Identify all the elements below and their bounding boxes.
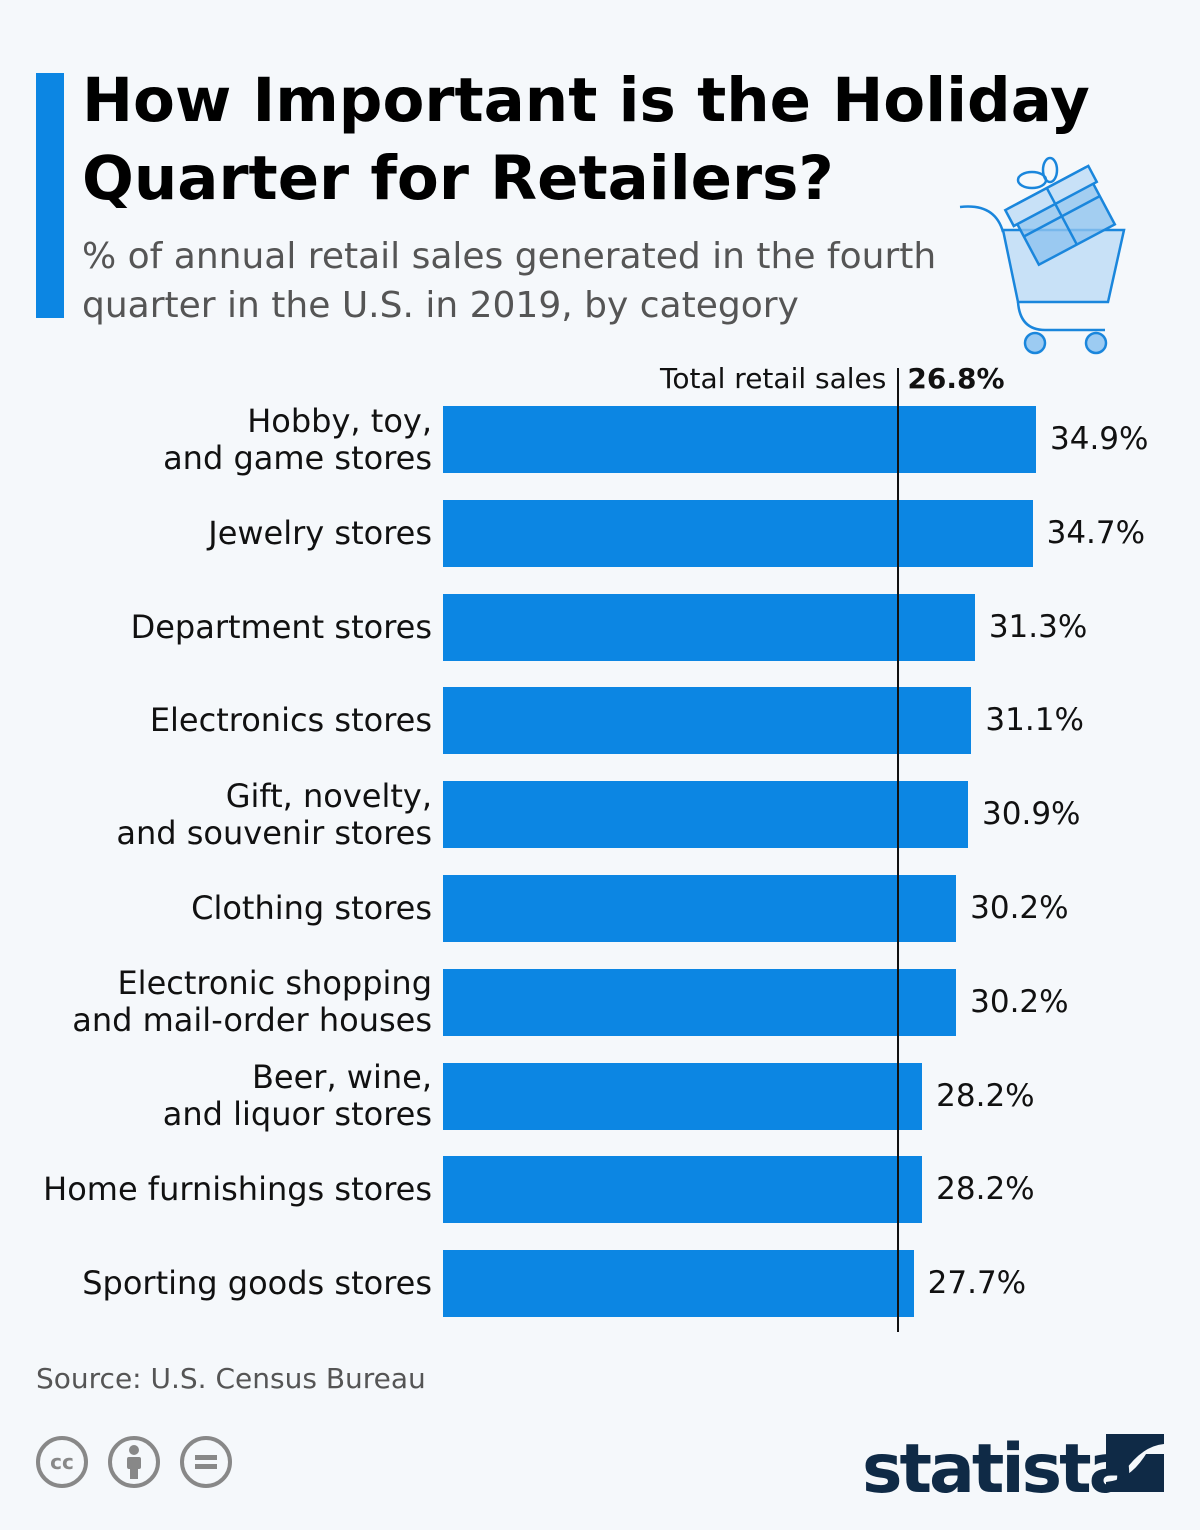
bar <box>443 687 972 755</box>
bar <box>443 499 1033 567</box>
reference-line <box>897 368 900 1332</box>
category-label: Sporting goods stores <box>82 1264 432 1303</box>
category-label: Clothing stores <box>191 889 432 927</box>
reference-line-value: 26.8% <box>907 362 1005 395</box>
reference-line-label: Total retail sales <box>660 362 887 395</box>
bar <box>443 781 969 849</box>
bar <box>443 406 1036 473</box>
bar <box>443 593 975 661</box>
value-label: 31.1% <box>985 702 1084 739</box>
no-derivatives-icon[interactable] <box>180 1436 232 1488</box>
bar <box>443 1062 923 1130</box>
svg-text:statista: statista <box>862 1430 1132 1504</box>
shopping-cart-with-gift-icon <box>959 156 1126 355</box>
category-label: Home furnishings stores <box>43 1170 432 1209</box>
category-label: Beer, wine, and liquor stores <box>162 1058 432 1134</box>
source-note: Source: U.S. Census Bureau <box>36 1362 426 1395</box>
value-label: 30.2% <box>970 890 1069 926</box>
chart-title: How Important is the Holiday Quarter for… <box>82 65 1090 214</box>
value-label: 28.2% <box>936 1077 1035 1114</box>
value-label: 28.2% <box>936 1171 1035 1208</box>
title-accent-bar <box>36 73 64 318</box>
bar <box>443 968 957 1036</box>
value-label: 27.7% <box>927 1265 1027 1302</box>
value-label: 34.9% <box>1050 421 1149 457</box>
category-label: Gift, novelty, and souvenir stores <box>116 776 432 852</box>
value-label: 30.2% <box>970 983 1069 1020</box>
category-label: Department stores <box>130 607 432 646</box>
value-label: 34.7% <box>1046 514 1146 551</box>
statista-logo: statista <box>862 1430 1164 1504</box>
attribution-icon[interactable] <box>108 1436 160 1488</box>
category-label: Hobby, toy, and game stores <box>163 401 432 477</box>
category-label: Electronic shopping and mail-order house… <box>72 964 432 1040</box>
chart-subtitle: % of annual retail sales generated in th… <box>82 236 937 326</box>
bar <box>443 875 957 942</box>
bar <box>443 1156 923 1224</box>
value-label: 30.9% <box>982 796 1081 833</box>
category-label: Electronics stores <box>149 701 432 740</box>
bar <box>443 1250 914 1318</box>
cc-icon[interactable]: cc <box>36 1436 88 1488</box>
value-label: 31.3% <box>988 608 1088 645</box>
category-label: Jewelry stores <box>208 513 432 552</box>
